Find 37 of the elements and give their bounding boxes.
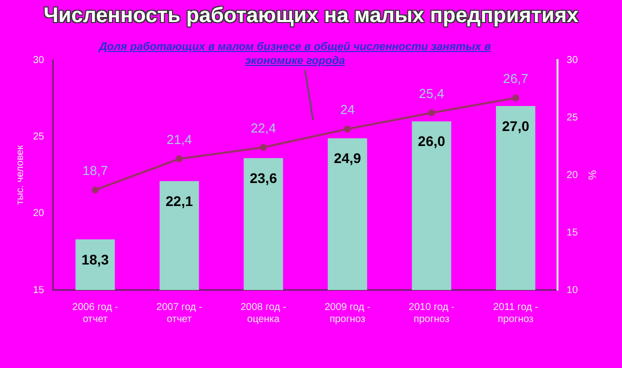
y-tick-label: 15 <box>33 284 45 296</box>
data-label: 18,3 <box>82 251 110 268</box>
x-tick-label: 2006 год - отчет <box>72 302 118 325</box>
data-label: 22,1 <box>166 192 194 209</box>
data-label: 18,7 <box>82 163 108 178</box>
data-label: 25,4 <box>418 86 444 101</box>
y2-tick-label: 10 <box>566 284 578 296</box>
y-tick-label: 25 <box>33 131 45 142</box>
data-label: 26,0 <box>418 133 446 150</box>
point <box>428 109 436 116</box>
y-tick-label: 30 <box>33 54 45 66</box>
data-label: 21,4 <box>166 132 192 147</box>
y-axis-title: тыс. человек <box>14 144 26 205</box>
data-label: 26,7 <box>502 71 528 86</box>
x-tick-label: 2009 год - прогноз <box>324 302 370 325</box>
y2-tick-label: 15 <box>566 227 578 238</box>
x-tick-label: 2010 год - прогноз <box>408 302 454 325</box>
y2-tick-label: 30 <box>566 54 578 66</box>
data-label: 22,4 <box>250 120 276 136</box>
point <box>176 155 183 162</box>
y-tick-label: 20 <box>33 208 45 220</box>
y2-tick-label: 25 <box>566 112 578 124</box>
text: Доля работающих в малом бизнесе в общей численности занятых в экономике города <box>98 40 492 68</box>
data-label: 24,9 <box>334 150 362 166</box>
y2-axis-title: % <box>585 170 598 180</box>
point <box>260 144 267 151</box>
x-tick-label: 2011 год - прогноз <box>493 302 538 325</box>
y2-tick-label: 20 <box>566 170 578 181</box>
x-tick-label: 2007 год - отчет <box>156 302 202 325</box>
data-label: 27,0 <box>502 118 530 134</box>
x-tick-label: 2008 год - оценка <box>240 302 286 325</box>
point <box>92 186 99 194</box>
chart-title: Численность работающих на малых предприятиях <box>42 4 580 28</box>
data-label: 24 <box>340 102 355 118</box>
point <box>344 126 351 132</box>
data-label: 23,6 <box>250 170 278 186</box>
point <box>512 94 520 102</box>
